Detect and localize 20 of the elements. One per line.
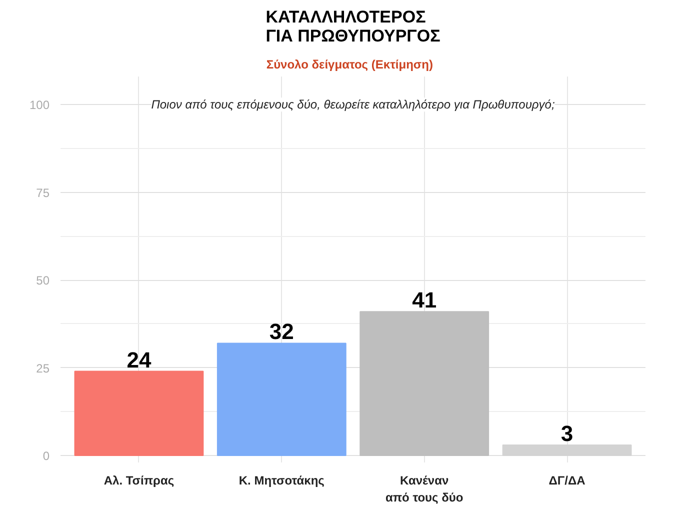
chart-title: ΚΑΤΑΛΛΗΛΟΤΕΡΟΣ ΓΙΑ ΠΡΩΘΥΠΟΥΡΓΟΣ <box>266 8 440 46</box>
y-tick-label: 75 <box>36 186 50 200</box>
bar <box>360 311 490 456</box>
chart-subtitle: Σύνολο δείγματος (Εκτίμηση) <box>266 58 433 72</box>
data-label: 32 <box>269 319 294 344</box>
x-tick-label: Κανέναν από τους δύο <box>385 474 464 504</box>
bar <box>74 370 204 456</box>
x-tick-label: Κ. Μητσοτάκης <box>238 474 324 488</box>
bar <box>216 342 346 456</box>
x-tick-label: ΔΓ/ΔΑ <box>548 474 586 488</box>
y-tick-label: 100 <box>29 98 50 112</box>
y-tick-label: 0 <box>42 448 50 463</box>
bar <box>502 444 632 456</box>
data-label: 3 <box>560 420 574 446</box>
y-tick-label: 25 <box>36 361 50 376</box>
x-tick-label: Αλ. Τσίπρας <box>104 474 174 488</box>
data-label: 24 <box>126 347 152 372</box>
y-tick-label: 50 <box>36 274 50 288</box>
annotation: Ποιον από τους επόμενους δύο, θεωρείτε καταλληλότερο για Πρωθυπουργό; <box>151 98 555 112</box>
data-label: 41 <box>412 288 437 313</box>
